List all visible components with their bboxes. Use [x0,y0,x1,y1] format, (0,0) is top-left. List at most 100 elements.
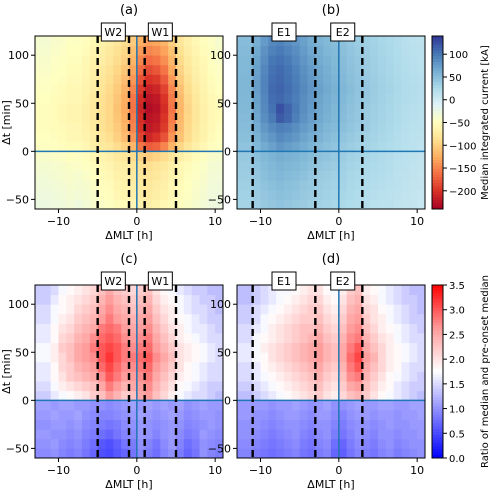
heatmap-cell [401,429,410,440]
heatmap-cell [97,419,106,430]
heatmap-cell [378,390,387,401]
colorbar-segment [432,151,443,155]
heatmap-cell [370,36,379,47]
heatmap-cell [144,151,153,162]
region-label: W2 [104,275,122,288]
heatmap-cell [152,93,161,104]
colorbar-segment [432,432,443,436]
heatmap-cell [66,294,75,305]
heatmap-cell [176,199,185,210]
heatmap-cell [152,333,161,344]
heatmap-cell [215,304,224,315]
heatmap-cell [237,160,254,171]
heatmap-cell [144,112,153,123]
heatmap-cell [252,381,261,392]
heatmap-cell [74,132,83,143]
heatmap-cell [113,448,122,459]
heatmap-cell [199,429,208,440]
heatmap-cell [331,390,340,401]
heatmap-cell [291,112,301,123]
heatmap-cell [191,448,200,459]
heatmap-cell [129,160,138,171]
heatmap-cell [207,304,216,315]
heatmap-cell [97,381,106,392]
heatmap-cell [268,361,277,372]
heatmap-cell [260,141,269,152]
colorbar-segment [432,177,443,181]
colorbar-segment [432,159,443,164]
colorbar-segment [432,168,443,173]
heatmap-cell [152,170,161,181]
heatmap-cell [58,180,67,191]
heatmap-cell [82,151,91,162]
heatmap-cell [401,342,410,353]
heatmap-cell [385,132,395,143]
heatmap-cell [199,74,208,85]
heatmap-cell [160,84,169,95]
heatmap-cell [191,304,200,315]
heatmap-cell [215,285,224,296]
heatmap-cell [82,64,91,75]
colorbar-segment [432,400,443,404]
heatmap-cell [207,112,216,123]
heatmap-cell [409,438,418,449]
heatmap-cell [152,371,161,382]
colorbar-segment [432,411,443,416]
heatmap-cell [58,323,67,334]
heatmap-cell [417,180,426,191]
heatmap-cell [260,93,269,104]
heatmap-cell [176,55,185,66]
heatmap-cell [215,36,224,47]
heatmap-cell [393,36,402,47]
heatmap-cell [129,285,138,296]
heatmap-cell [299,400,308,411]
heatmap-cell [113,313,122,324]
heatmap-cell [370,448,379,459]
heatmap-cell [160,112,169,123]
heatmap-cell [176,160,185,171]
heatmap-cell [35,285,52,296]
heatmap-cell [183,74,193,85]
heatmap-cell [144,45,153,56]
heatmap-cell [160,361,169,372]
heatmap-cell [50,371,59,382]
colorbar-tick-label: 3.0 [449,306,465,317]
heatmap-cell [50,313,59,324]
heatmap-cell [129,103,138,114]
heatmap-cell [105,132,114,143]
heatmap-cell [362,36,371,47]
heatmap-cell [121,122,130,133]
heatmap-cell [50,448,59,459]
heatmap-cell [307,141,316,152]
heatmap-cell [307,199,316,210]
heatmap-cell [338,333,348,344]
heatmap-cell [136,342,146,353]
heatmap-cell [385,313,395,324]
heatmap-cell [284,151,293,162]
heatmap-cell [323,64,332,75]
colorbar-segment [432,371,443,375]
heatmap-cell [276,93,285,104]
heatmap-cell [58,352,67,363]
heatmap-cell [199,189,208,200]
heatmap-cell [152,400,161,411]
heatmap-cell [35,74,52,85]
heatmap-cell [323,151,332,162]
x-axis-label: ΔMLT [h] [105,229,152,242]
heatmap-cell [385,381,395,392]
heatmap-cell [291,180,301,191]
colorbar-segment [432,334,443,338]
heatmap-cell [191,381,200,392]
colorbar-segment [432,171,443,175]
heatmap-cell [409,36,418,47]
heatmap-cell [199,45,208,56]
heatmap-cell [401,285,410,296]
heatmap-cell [66,333,75,344]
heatmap-cell [50,45,59,56]
heatmap-cell [409,323,418,334]
heatmap-cell [176,361,185,372]
colorbar-segment [432,449,443,453]
heatmap-cell [315,36,324,47]
heatmap-cell [409,170,418,181]
heatmap-cell [74,409,83,420]
